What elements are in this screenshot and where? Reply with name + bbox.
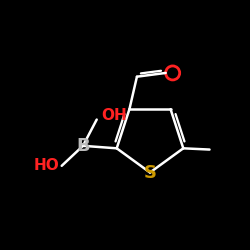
Text: S: S [144, 164, 156, 182]
Text: HO: HO [34, 158, 59, 173]
Text: OH: OH [102, 108, 128, 123]
Text: B: B [76, 137, 90, 155]
